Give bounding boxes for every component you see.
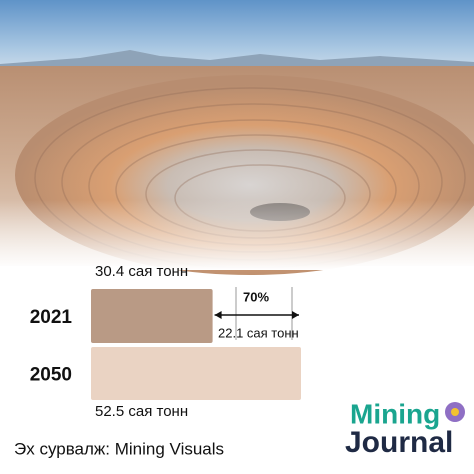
- value-label: 52.5 сая тонн: [95, 403, 188, 420]
- category-label: 2050: [30, 365, 72, 386]
- percent-label: 70%: [243, 289, 269, 304]
- value-label: 30.4 сая тонн: [95, 263, 188, 280]
- arrow-head: [292, 311, 299, 319]
- logo-line1: Mining: [350, 398, 440, 429]
- mine-photo: [0, 0, 474, 275]
- bar: [91, 347, 301, 400]
- logo-flower: [445, 402, 465, 422]
- bar: [91, 289, 213, 343]
- source: Эх сурвалж: Mining Visuals: [14, 439, 224, 458]
- logo: Mining Journal: [345, 398, 465, 459]
- arrow-head: [214, 311, 222, 319]
- difference-label: 22.1 сая тонн: [218, 325, 299, 340]
- category-label: 2021: [30, 307, 73, 328]
- logo-line2: Journal: [345, 426, 453, 459]
